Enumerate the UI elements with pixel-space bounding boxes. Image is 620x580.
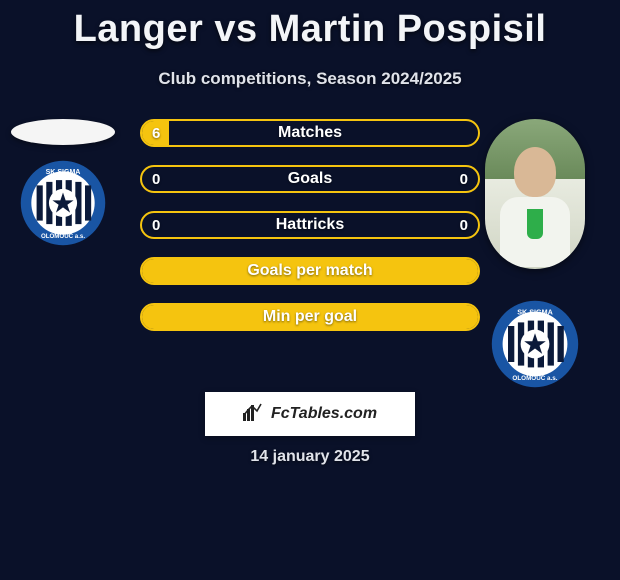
svg-text:OLOMOUC a.s.: OLOMOUC a.s. xyxy=(41,233,85,240)
stat-label: Min per goal xyxy=(263,308,357,326)
svg-text:SK SIGMA: SK SIGMA xyxy=(517,307,553,316)
stat-label: Goals per match xyxy=(247,262,372,280)
stat-label: Matches xyxy=(278,124,342,142)
stat-bar-matches: 6 Matches xyxy=(140,119,480,147)
stat-value-left: 0 xyxy=(152,171,160,188)
attribution-badge: FcTables.com xyxy=(205,392,415,436)
attribution-text: FcTables.com xyxy=(271,405,377,423)
stat-bar-goals: 0 Goals 0 xyxy=(140,165,480,193)
svg-text:OLOMOUC a.s.: OLOMOUC a.s. xyxy=(512,375,557,382)
player-left-club-logo: SK SIGMA OLOMOUC a.s. xyxy=(19,159,107,247)
stat-value-left: 0 xyxy=(152,217,160,234)
stat-label: Hattricks xyxy=(276,216,344,234)
date-text: 14 january 2025 xyxy=(0,448,620,466)
player-left-column: SK SIGMA OLOMOUC a.s. xyxy=(8,119,118,247)
stat-bar-hattricks: 0 Hattricks 0 xyxy=(140,211,480,239)
stat-bar-goals_per_match: Goals per match xyxy=(140,257,480,285)
stat-value-right: 0 xyxy=(460,171,468,188)
player-right-avatar-photo xyxy=(485,119,585,269)
player-right-club-logo: SK SIGMA OLOMOUC a.s. xyxy=(490,299,580,389)
page-title: Langer vs Martin Pospisil xyxy=(0,0,620,51)
player-left-avatar-placeholder xyxy=(11,119,115,145)
svg-text:SK SIGMA: SK SIGMA xyxy=(46,169,81,176)
player-right-column: SK SIGMA OLOMOUC a.s. xyxy=(480,119,590,389)
chart-icon xyxy=(243,403,265,426)
stat-bars: 6 Matches 0 Goals 0 0 Hattricks 0 Goals per matc… xyxy=(140,119,480,349)
stat-label: Goals xyxy=(288,170,332,188)
stat-value-right: 0 xyxy=(460,217,468,234)
stat-value-left: 6 xyxy=(152,125,160,142)
subtitle: Club competitions, Season 2024/2025 xyxy=(0,69,620,89)
stat-bar-min_per_goal: Min per goal xyxy=(140,303,480,331)
